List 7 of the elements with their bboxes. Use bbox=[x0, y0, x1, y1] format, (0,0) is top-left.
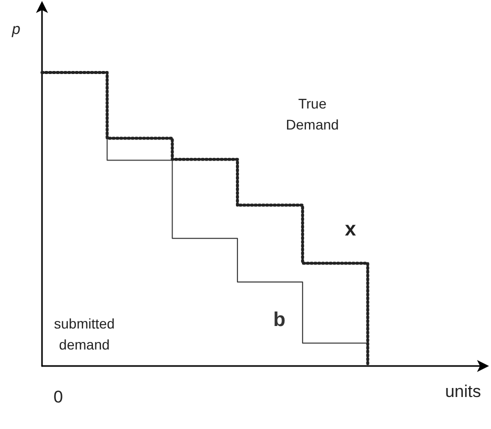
annotation: True Demand bbox=[286, 96, 339, 133]
y-axis-title: p bbox=[11, 21, 20, 38]
annotation: submitted demand bbox=[54, 316, 115, 353]
x-axis-title: units bbox=[445, 382, 482, 401]
series-label: b bbox=[273, 309, 286, 332]
text: 0 bbox=[54, 388, 64, 407]
series-label: x bbox=[344, 218, 356, 240]
